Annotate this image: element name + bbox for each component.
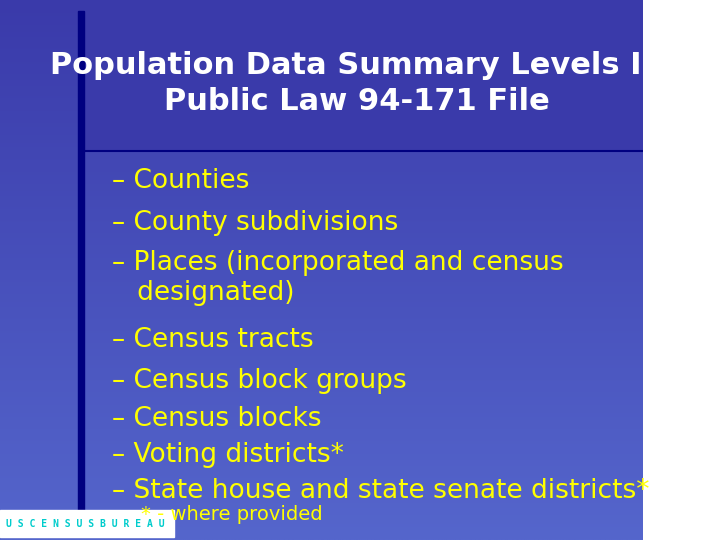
Text: – Voting districts*: – Voting districts* (112, 442, 344, 468)
Text: – Census block groups: – Census block groups (112, 368, 407, 394)
Text: – Counties: – Counties (112, 168, 250, 194)
Bar (78, 11, 84, 529)
Bar (84, 0, 643, 151)
Text: – State house and state senate districts*: – State house and state senate districts… (112, 478, 650, 504)
Text: – County subdivisions: – County subdivisions (112, 210, 399, 236)
Text: * - where provided: * - where provided (141, 504, 323, 524)
Text: U S C E N S U S B U R E A U: U S C E N S U S B U R E A U (6, 519, 165, 529)
Text: – Census blocks: – Census blocks (112, 406, 322, 431)
Text: Population Data Summary Levels In
Public Law 94-171 File: Population Data Summary Levels In Public… (50, 51, 663, 116)
Bar (0, 510, 174, 537)
Text: – Census tracts: – Census tracts (112, 327, 314, 353)
Text: – Places (incorporated and census
   designated): – Places (incorporated and census design… (112, 250, 564, 306)
